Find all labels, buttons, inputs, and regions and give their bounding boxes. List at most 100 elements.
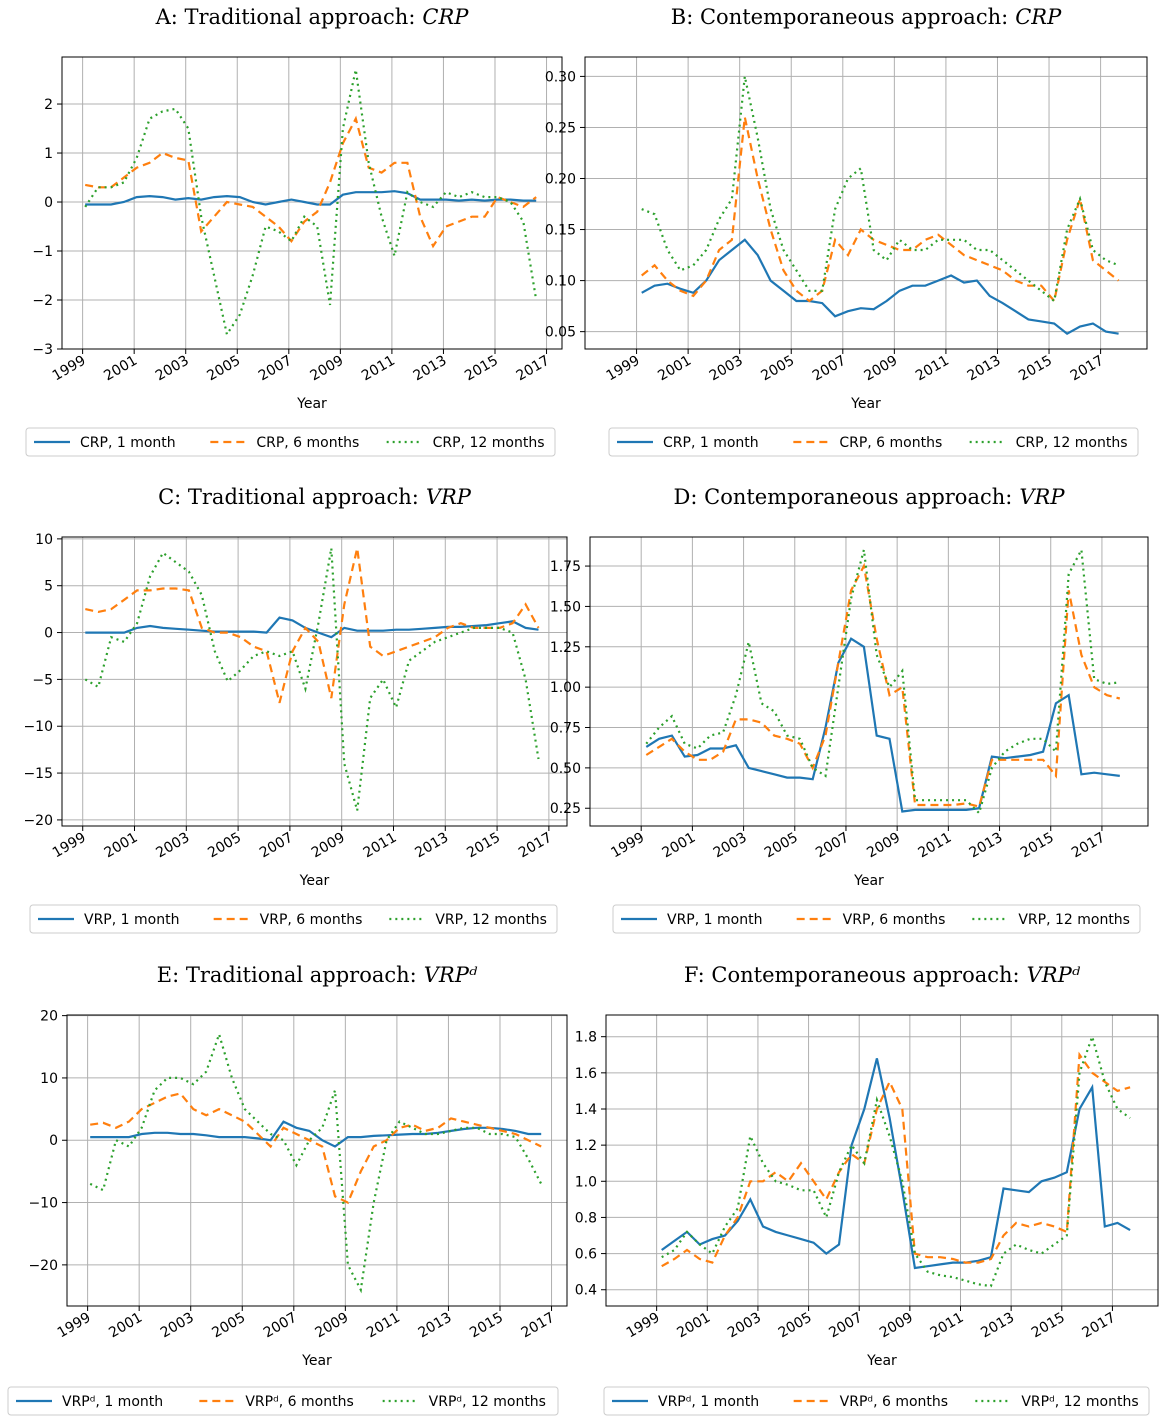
legend-box xyxy=(603,1386,1150,1416)
x-tick-label: 1999 xyxy=(50,830,89,862)
series-line xyxy=(645,546,1120,816)
y-tick-label: 0 xyxy=(44,195,53,211)
y-tick-label: 0.30 xyxy=(545,69,576,85)
y-tick-label: 0.75 xyxy=(550,721,581,737)
x-tick-label: 2005 xyxy=(205,830,244,862)
title-math: CRP xyxy=(1015,5,1062,29)
x-tick-label: 2011 xyxy=(364,1310,403,1342)
x-axis-label: Year xyxy=(296,396,327,412)
y-tick-label: 1.0 xyxy=(575,1174,597,1190)
x-axis-label: Year xyxy=(853,873,884,889)
y-tick-label: 0 xyxy=(49,1133,58,1149)
x-tick-label: 2013 xyxy=(967,830,1006,862)
title-math: VRP xyxy=(1019,485,1065,509)
y-tick-label: −3 xyxy=(32,342,53,358)
legend-label: CRP, 6 months xyxy=(256,435,359,451)
plot-frame xyxy=(61,536,568,827)
chart-title: E: Traditional approach: VRPᵈ xyxy=(157,963,478,987)
title-text: A: Traditional approach: xyxy=(155,5,416,29)
series-line xyxy=(661,1058,1131,1270)
legend-box xyxy=(29,904,558,934)
y-tick-label: 1.50 xyxy=(550,599,581,615)
legend-label: VRP, 1 month xyxy=(667,912,762,928)
series-line xyxy=(641,76,1120,304)
chart-title: D: Contemporaneous approach: VRP xyxy=(674,485,1066,509)
y-tick-label: −10 xyxy=(28,1196,58,1212)
y-tick-label: 0.05 xyxy=(545,325,576,341)
y-tick-label: 0.6 xyxy=(575,1247,597,1263)
x-tick-label: 2017 xyxy=(1068,353,1107,385)
x-tick-label: 2001 xyxy=(106,1310,145,1342)
x-tick-label: 2003 xyxy=(153,830,192,862)
legend-box xyxy=(612,904,1141,934)
x-tick-label: 2011 xyxy=(361,830,400,862)
plot-frame xyxy=(584,56,1148,350)
series-line xyxy=(85,616,539,639)
series-line xyxy=(661,1033,1131,1288)
x-tick-label: 2009 xyxy=(312,1310,351,1342)
y-tick-label: 0.25 xyxy=(550,801,581,817)
x-tick-label: 1999 xyxy=(50,353,89,385)
plot-frame xyxy=(61,56,563,350)
legend-label: VRPᵈ, 6 months xyxy=(245,1394,353,1410)
y-tick-label: 1.00 xyxy=(550,680,581,696)
y-tick-label: 0.20 xyxy=(545,171,576,187)
x-tick-label: 2007 xyxy=(261,1310,300,1342)
legend-label: VRP, 1 month xyxy=(84,912,179,928)
series-line xyxy=(641,238,1119,336)
x-tick-label: 1999 xyxy=(55,1310,94,1342)
legend-label: CRP, 12 months xyxy=(1016,435,1128,451)
series-line xyxy=(85,190,537,206)
x-axis-label: Year xyxy=(301,1353,332,1369)
series-line xyxy=(645,562,1121,808)
y-tick-label: −20 xyxy=(28,1258,58,1274)
plot-frame xyxy=(605,1014,1159,1307)
x-tick-label: 2007 xyxy=(813,830,852,862)
chart-title: C: Traditional approach: VRP xyxy=(158,485,472,509)
legend-label: CRP, 1 month xyxy=(663,435,759,451)
x-tick-label: 2011 xyxy=(915,830,954,862)
plot-frame xyxy=(66,1014,568,1307)
legend-label: VRP, 12 months xyxy=(1018,912,1130,928)
y-tick-label: 0.50 xyxy=(550,761,581,777)
chart-title: A: Traditional approach: CRP xyxy=(155,5,470,29)
y-tick-label: 1.75 xyxy=(550,559,581,575)
x-tick-label: 2009 xyxy=(861,353,900,385)
x-tick-label: 2005 xyxy=(776,1310,815,1342)
y-tick-label: 0.15 xyxy=(545,223,576,239)
series-line xyxy=(89,1030,543,1294)
y-tick-label: 20 xyxy=(40,1009,58,1025)
legend-label: CRP, 1 month xyxy=(80,435,176,451)
x-tick-label: 2013 xyxy=(416,1310,455,1342)
y-tick-label: −20 xyxy=(23,813,53,829)
x-tick-label: 2017 xyxy=(519,1310,558,1342)
x-axis-label: Year xyxy=(850,396,881,412)
x-tick-label: 2013 xyxy=(411,353,450,385)
x-tick-label: 1999 xyxy=(604,353,643,385)
x-tick-label: 2015 xyxy=(1018,830,1057,862)
x-tick-label: 2017 xyxy=(516,830,555,862)
x-tick-label: 2015 xyxy=(1016,353,1055,385)
legend-label: VRP, 6 months xyxy=(260,912,363,928)
x-tick-label: 2007 xyxy=(257,830,296,862)
legend-label: VRPᵈ, 1 month xyxy=(658,1394,759,1410)
x-axis-label: Year xyxy=(299,873,330,889)
x-tick-label: 2015 xyxy=(464,830,503,862)
legend-label: VRPᵈ, 12 months xyxy=(1021,1394,1138,1410)
x-tick-label: 2015 xyxy=(467,1310,506,1342)
plot-frame xyxy=(589,536,1149,827)
x-tick-label: 2005 xyxy=(209,1310,248,1342)
y-tick-label: 0.4 xyxy=(575,1283,597,1299)
x-tick-label: 2003 xyxy=(158,1310,197,1342)
y-tick-label: 1.2 xyxy=(575,1138,597,1154)
y-tick-label: −1 xyxy=(32,244,53,260)
x-tick-label: 2009 xyxy=(877,1310,916,1342)
series-line xyxy=(84,115,537,249)
legend-label: VRPᵈ, 1 month xyxy=(62,1394,163,1410)
x-tick-label: 2017 xyxy=(1069,830,1108,862)
series-line xyxy=(90,1120,542,1148)
x-tick-label: 2007 xyxy=(826,1310,865,1342)
x-tick-label: 2005 xyxy=(758,353,797,385)
series-line xyxy=(85,547,540,704)
